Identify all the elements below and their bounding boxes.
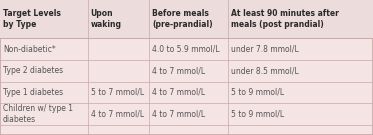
Text: 4 to 7 mmol/L: 4 to 7 mmol/L: [91, 110, 144, 119]
Text: Upon
waking: Upon waking: [91, 9, 122, 29]
Text: 4.0 to 5.9 mmol/L: 4.0 to 5.9 mmol/L: [152, 45, 220, 54]
Text: under 7.8 mmol/L: under 7.8 mmol/L: [231, 45, 298, 54]
Text: 4 to 7 mmol/L: 4 to 7 mmol/L: [152, 110, 205, 119]
Bar: [0, 0, 373, 38]
Text: Type 1 diabetes: Type 1 diabetes: [3, 88, 63, 97]
Text: Before meals
(pre-prandial): Before meals (pre-prandial): [152, 9, 213, 29]
Text: At least 90 minutes after
meals (post prandial): At least 90 minutes after meals (post pr…: [231, 9, 338, 29]
Text: 5 to 7 mmol/L: 5 to 7 mmol/L: [91, 88, 144, 97]
Text: 4 to 7 mmol/L: 4 to 7 mmol/L: [152, 88, 205, 97]
Text: Children w/ type 1
diabetes: Children w/ type 1 diabetes: [3, 104, 73, 124]
Text: Non-diabetic*: Non-diabetic*: [3, 45, 56, 54]
Text: 5 to 9 mmol/L: 5 to 9 mmol/L: [231, 110, 283, 119]
Text: 4 to 7 mmol/L: 4 to 7 mmol/L: [152, 66, 205, 75]
Text: Type 2 diabetes: Type 2 diabetes: [3, 66, 63, 75]
Text: Target Levels
by Type: Target Levels by Type: [3, 9, 61, 29]
Text: 5 to 9 mmol/L: 5 to 9 mmol/L: [231, 88, 283, 97]
Text: under 8.5 mmol/L: under 8.5 mmol/L: [231, 66, 298, 75]
